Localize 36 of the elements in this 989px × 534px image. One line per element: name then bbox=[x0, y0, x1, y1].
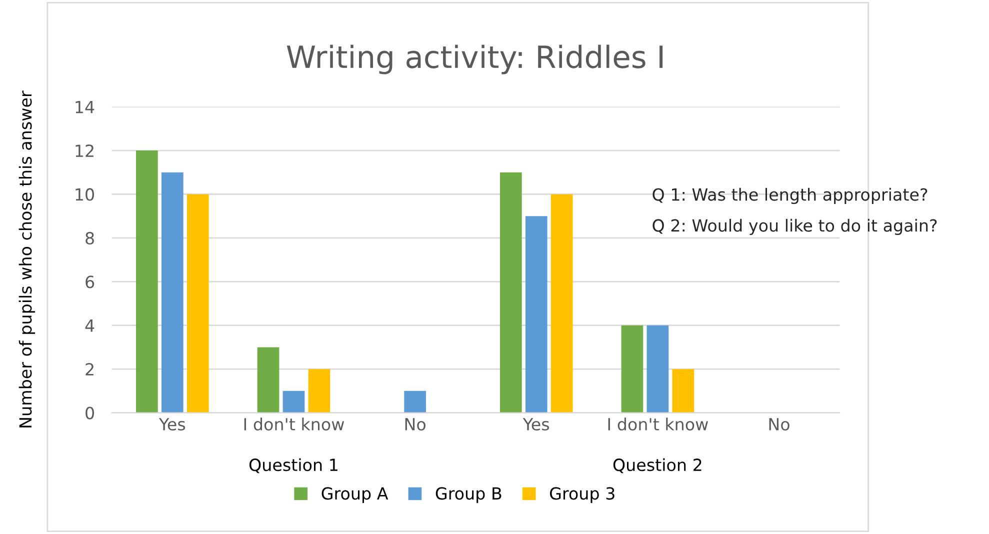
bar bbox=[550, 194, 573, 413]
y-tick-label: 14 bbox=[76, 100, 94, 114]
x-tick-label: No bbox=[769, 418, 790, 431]
y-tick-label: 0 bbox=[86, 406, 94, 420]
y-tick-label: 6 bbox=[86, 276, 94, 288]
bar bbox=[161, 172, 184, 413]
bar bbox=[672, 369, 694, 413]
x-tick-label: No bbox=[405, 418, 426, 431]
x-tick-label: Yes bbox=[158, 418, 186, 431]
bar bbox=[308, 369, 330, 413]
bar bbox=[136, 150, 158, 413]
bar bbox=[500, 172, 522, 413]
bar bbox=[525, 216, 548, 413]
bar bbox=[186, 194, 209, 413]
bar bbox=[646, 325, 669, 413]
bar bbox=[257, 347, 280, 413]
chart-title: Writing activity: Riddles I bbox=[286, 44, 663, 74]
text: Question 2 bbox=[613, 458, 702, 474]
annotation: Q 2: Would you like to do it again? bbox=[652, 218, 937, 236]
y-tick-label: 8 bbox=[86, 232, 94, 245]
bar bbox=[621, 325, 644, 413]
y-tick-label: 2 bbox=[86, 363, 94, 376]
legend-label: Group 3 bbox=[550, 487, 614, 503]
y-tick-label: 12 bbox=[76, 144, 94, 157]
x-tick-label: I don't know bbox=[244, 418, 344, 431]
x-tick-label: Yes bbox=[522, 418, 550, 431]
y-tick-label: 10 bbox=[76, 188, 94, 201]
annotation: Q 1: Was the length appropriate? bbox=[652, 188, 928, 204]
legend-label: Group A bbox=[322, 487, 388, 503]
bar bbox=[404, 390, 426, 413]
x-tick-label: I don't know bbox=[608, 418, 708, 431]
bar bbox=[282, 390, 305, 413]
legend-label: Group B bbox=[436, 487, 502, 503]
text: Question 1 bbox=[249, 458, 338, 474]
y-tick-label: 4 bbox=[85, 320, 94, 332]
y-axis-title: Number of pupils who chose this answer bbox=[18, 90, 35, 428]
